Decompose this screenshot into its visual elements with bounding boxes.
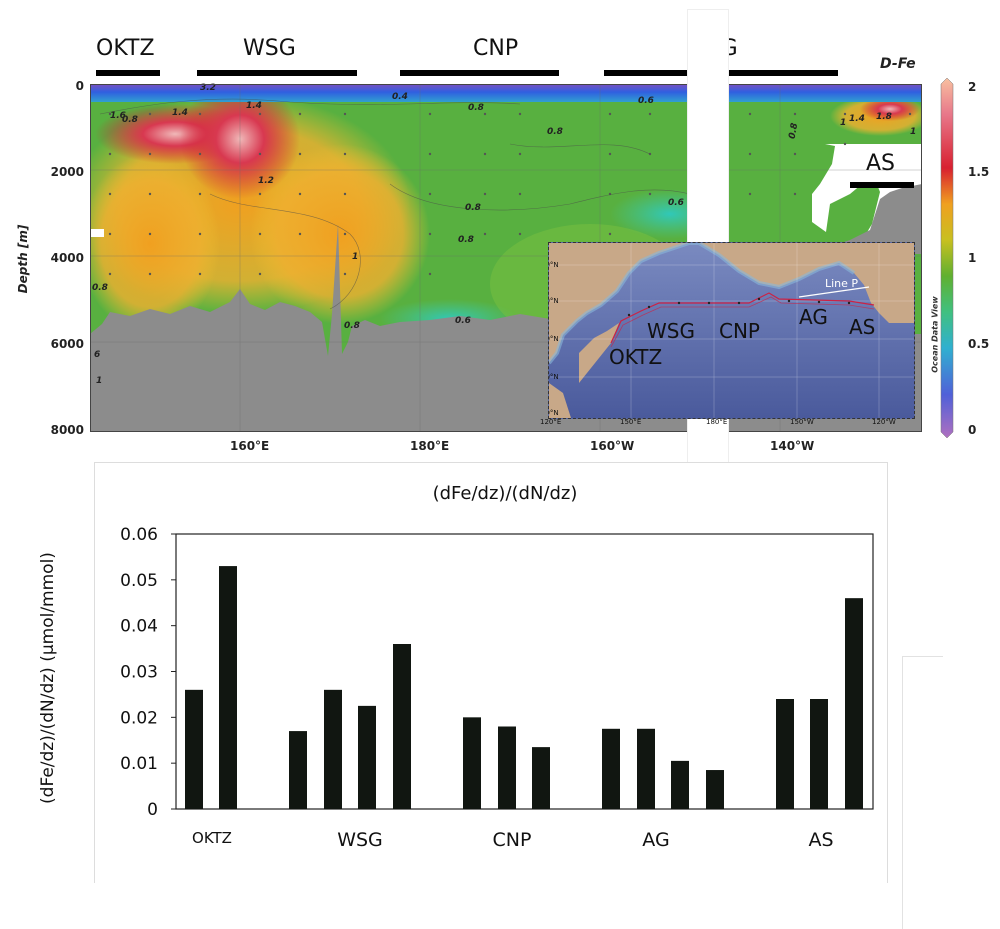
contour-label: 1.6: [110, 111, 126, 121]
bar-chart-plot-frame: [175, 533, 874, 810]
region-label-wsg: WSG: [243, 36, 296, 61]
inset-label-wsg: WSG: [647, 319, 695, 343]
colorbar-tick: 0: [968, 423, 977, 437]
section-y-tick: 6000: [50, 337, 84, 351]
inset-lon-tick: 150°W: [790, 418, 814, 426]
colorbar-tick: 0.5: [968, 337, 990, 351]
bar-ag-4: [706, 770, 724, 809]
bar-wsg-1: [289, 731, 307, 809]
x-category-label: OKTZ: [192, 829, 232, 847]
contour-label: 0.8: [465, 203, 481, 213]
bar-ag-1: [602, 728, 620, 809]
inset-lat-tick: 40°N: [549, 335, 559, 343]
inset-map-graphic: [549, 243, 914, 418]
inset-map: WSG CNP AG AS OKTZ Line P 60°N 50°N 40°N…: [548, 242, 915, 419]
bar-as-1: [776, 699, 794, 809]
section-y-tick: 0: [75, 79, 84, 93]
region-bar-oktz: [96, 70, 160, 76]
contour-label: 1: [910, 127, 917, 137]
inset-label-oktz: OKTZ: [609, 345, 663, 369]
contour-label: 1: [352, 252, 359, 262]
x-category-label: AS: [808, 829, 833, 851]
region-bar-cnp: [400, 70, 559, 76]
contour-label: 0.6: [638, 96, 654, 106]
inset-label-line-p: Line P: [825, 277, 859, 290]
contour-label: 0.8: [458, 235, 474, 245]
y-tick-label: 0.04: [120, 617, 158, 637]
contour-label: 0.8: [547, 127, 563, 137]
inset-lon-tick: 180°E: [706, 418, 728, 426]
region-label-oktz: OKTZ: [96, 36, 155, 61]
y-tick-label: 0.05: [120, 571, 158, 591]
x-category-label: CNP: [493, 829, 532, 851]
x-category-label: WSG: [337, 829, 383, 851]
inset-lon-tick: 150°E: [620, 418, 642, 426]
contour-label: 3.2: [200, 83, 216, 93]
contour-label: 1.8: [876, 112, 892, 122]
inset-label-ag: AG: [799, 305, 828, 329]
bar-ag-3: [671, 760, 689, 809]
bar-oktz-2: [219, 566, 237, 809]
contour-label: 1: [840, 118, 847, 128]
bar-as-2: [810, 699, 828, 809]
y-tick-label: 0.06: [120, 525, 158, 545]
bar-wsg-3: [358, 705, 376, 809]
contour-label: 1.4: [172, 108, 188, 118]
inset-lon-tick: 120°W: [872, 418, 896, 426]
section-y-tick: 4000: [50, 251, 84, 265]
decorative-box: [902, 656, 943, 929]
contour-label: 1.2: [258, 176, 274, 186]
section-x-tick: 180°E: [410, 439, 450, 453]
contour-label: 0.8: [92, 283, 108, 293]
section-x-tick: 160°W: [590, 439, 635, 453]
bar-cnp-2: [498, 726, 516, 809]
bar-chart-title: (dFe/dz)/(dN/dz): [432, 483, 578, 504]
inset-lat-tick: 30°N: [549, 373, 559, 381]
x-category-label: AG: [642, 829, 669, 851]
section-y-tick: 2000: [50, 165, 84, 179]
contour-label: 0.8: [344, 321, 360, 331]
y-tick-label: 0: [147, 800, 158, 820]
bar-wsg-4: [393, 644, 411, 809]
bar-wsg-2: [324, 689, 342, 809]
y-tick-label: 0.02: [120, 708, 158, 728]
contour-label: 0.6: [668, 198, 684, 208]
bar-chart-panel-border: [94, 462, 888, 883]
inset-lat-tick: 20°N: [549, 409, 559, 417]
bar-as-3: [845, 598, 863, 809]
contour-label: 0.8: [468, 103, 484, 113]
bar-cnp-3: [532, 747, 550, 809]
region-bar-wsg: [197, 70, 357, 76]
bar-oktz-1: [185, 689, 203, 809]
inset-lat-tick: 60°N: [549, 261, 559, 269]
contour-label: 0.8: [122, 115, 138, 125]
region-label-as: AS: [866, 151, 896, 176]
bar-cnp-1: [463, 717, 481, 809]
inset-lon-tick: 120°E: [540, 418, 562, 426]
section-plot-frame: [90, 84, 922, 432]
colorbar-tick: 2: [968, 80, 977, 94]
colorbar-tick: 1: [968, 251, 977, 265]
y-tick-label: 0.01: [120, 754, 158, 774]
colorbar-tick: 1.5: [968, 165, 990, 179]
region-label-cnp: CNP: [473, 36, 519, 61]
contour-label: 1.4: [246, 101, 262, 111]
inset-lat-tick: 50°N: [549, 297, 559, 305]
section-x-tick: 140°W: [770, 439, 815, 453]
contour-label: 0.6: [455, 316, 471, 326]
region-bar-as: [850, 182, 914, 188]
contour-label: 1.4: [849, 114, 865, 124]
inset-label-as: AS: [849, 315, 876, 339]
colorbar: [940, 78, 954, 438]
contour-label: 1: [96, 376, 103, 386]
section-title: D-Fe: [880, 56, 916, 72]
section-y-tick: 8000: [50, 423, 84, 437]
y-tick-label: 0.03: [120, 663, 158, 683]
contour-label: 0.4: [392, 92, 408, 102]
inset-label-cnp: CNP: [719, 319, 760, 343]
contour-label: 6: [94, 350, 101, 360]
bar-ag-2: [637, 728, 655, 809]
section-x-tick: 160°E: [230, 439, 270, 453]
